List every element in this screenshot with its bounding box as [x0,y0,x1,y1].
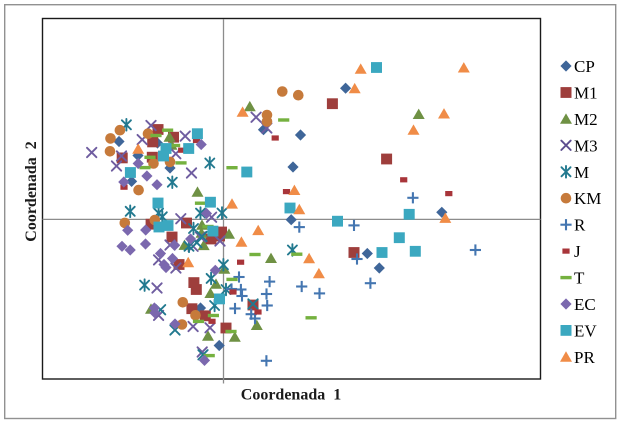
svg-text:Coordenada 2: Coordenada 2 [23,141,40,241]
svg-text:KM: KM [574,189,601,208]
svg-text:EV: EV [574,321,597,340]
svg-text:J: J [574,242,581,261]
svg-text:EC: EC [574,295,596,314]
svg-text:M2: M2 [574,110,598,129]
svg-text:T: T [574,269,585,288]
svg-text:PR: PR [574,348,595,367]
svg-text:Coordenada 1: Coordenada 1 [241,387,341,404]
svg-text:CP: CP [574,57,595,76]
svg-text:M: M [574,163,589,182]
svg-text:M3: M3 [574,136,598,155]
svg-text:M1: M1 [574,84,598,103]
svg-text:R: R [574,216,586,235]
